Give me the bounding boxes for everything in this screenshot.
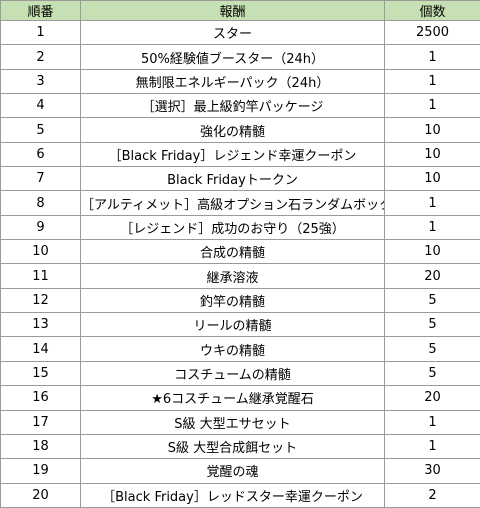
count-cell: 10 xyxy=(384,117,480,143)
table-row: 13 リールの精髄 5 xyxy=(0,312,480,338)
reward-cell: ［Black Friday］レジェンド幸運クーポン xyxy=(80,141,385,168)
reward-cell: ［選択］最上級釣竿パッケージ xyxy=(80,93,385,119)
rank-cell: 15 xyxy=(0,360,81,387)
count-cell: 10 xyxy=(384,166,480,192)
rank-cell: 9 xyxy=(0,214,81,241)
count-cell: 20 xyxy=(384,385,480,411)
reward-cell: ［Black Friday］レッドスター幸運クーポン xyxy=(80,482,385,508)
reward-cell: ［アルティメット］高級オプション石ランダムボックス xyxy=(80,190,385,216)
reward-cell: S級 大型エサセット xyxy=(80,409,385,435)
count-cell: 20 xyxy=(384,263,480,289)
rank-cell: 19 xyxy=(0,458,81,484)
count-cell: 1 xyxy=(384,44,480,70)
count-cell: 1 xyxy=(384,68,480,95)
table-row: 10 合成の精髄 10 xyxy=(0,239,480,265)
rank-cell: 3 xyxy=(0,68,81,95)
rank-cell: 10 xyxy=(0,239,81,265)
reward-cell: ウキの精髄 xyxy=(80,336,385,362)
table-row: 7 Black Fridayトークン 10 xyxy=(0,166,480,192)
rank-cell: 17 xyxy=(0,409,81,435)
rank-cell: 7 xyxy=(0,166,81,192)
count-cell: 10 xyxy=(384,141,480,168)
reward-cell: ★6コスチューム継承覚醒石 xyxy=(80,385,385,411)
count-cell: 5 xyxy=(384,312,480,338)
count-cell: 5 xyxy=(384,336,480,362)
header-cell: 報酬 xyxy=(80,0,385,21)
reward-cell: 合成の精髄 xyxy=(80,239,385,265)
table-row: 4 ［選択］最上級釣竿パッケージ 1 xyxy=(0,93,480,119)
table-row: 2 50%経験値ブースター（24h） 1 xyxy=(0,44,480,70)
table-row: 8 ［アルティメット］高級オプション石ランダムボックス 1 xyxy=(0,190,480,216)
table-row: 15 コスチュームの精髄 5 xyxy=(0,360,480,387)
rank-cell: 5 xyxy=(0,117,81,143)
count-cell: 1 xyxy=(384,93,480,119)
rank-cell: 6 xyxy=(0,141,81,168)
table-row: 16 ★6コスチューム継承覚醒石 20 xyxy=(0,385,480,411)
rank-cell: 2 xyxy=(0,44,81,70)
table-row: 1 スター 2500 xyxy=(0,19,480,46)
reward-cell: 無制限エネルギーパック（24h） xyxy=(80,68,385,95)
table-row: 20 ［Black Friday］レッドスター幸運クーポン 2 xyxy=(0,482,480,508)
rank-cell: 16 xyxy=(0,385,81,411)
table-row: 9 ［レジェンド］成功のお守り（25強） 1 xyxy=(0,214,480,241)
table-row: 5 強化の精髄 10 xyxy=(0,117,480,143)
rank-cell: 18 xyxy=(0,433,81,460)
rank-cell: 4 xyxy=(0,93,81,119)
reward-cell: 50%経験値ブースター（24h） xyxy=(80,44,385,70)
reward-cell: ［レジェンド］成功のお守り（25強） xyxy=(80,214,385,241)
header-cell: 順番 xyxy=(0,0,81,21)
rank-cell: 1 xyxy=(0,19,81,46)
reward-cell: リールの精髄 xyxy=(80,312,385,338)
reward-cell: 継承溶液 xyxy=(80,263,385,289)
reward-cell: 釣竿の精髄 xyxy=(80,287,385,314)
count-cell: 5 xyxy=(384,287,480,314)
table-row: 6 ［Black Friday］レジェンド幸運クーポン 10 xyxy=(0,141,480,168)
count-cell: 1 xyxy=(384,214,480,241)
table-row: 3 無制限エネルギーパック（24h） 1 xyxy=(0,68,480,95)
header-cell: 個数 xyxy=(384,0,480,21)
reward-cell: Black Fridayトークン xyxy=(80,166,385,192)
table-row: 18 S級 大型合成餌セット 1 xyxy=(0,433,480,460)
count-cell: 2500 xyxy=(384,19,480,46)
count-cell: 1 xyxy=(384,409,480,435)
reward-cell: 強化の精髄 xyxy=(80,117,385,143)
count-cell: 1 xyxy=(384,190,480,216)
rank-cell: 8 xyxy=(0,190,81,216)
count-cell: 2 xyxy=(384,482,480,508)
reward-cell: S級 大型合成餌セット xyxy=(80,433,385,460)
count-cell: 10 xyxy=(384,239,480,265)
table-row: 17 S級 大型エサセット 1 xyxy=(0,409,480,435)
table-row: 11 継承溶液 20 xyxy=(0,263,480,289)
reward-cell: コスチュームの精髄 xyxy=(80,360,385,387)
header-row: 順番 報酬 個数 xyxy=(0,0,480,21)
table-row: 19 覚醒の魂 30 xyxy=(0,458,480,484)
reward-cell: スター xyxy=(80,19,385,46)
table-row: 14 ウキの精髄 5 xyxy=(0,336,480,362)
rank-cell: 20 xyxy=(0,482,81,508)
rank-cell: 11 xyxy=(0,263,81,289)
rank-cell: 14 xyxy=(0,336,81,362)
count-cell: 5 xyxy=(384,360,480,387)
count-cell: 1 xyxy=(384,433,480,460)
reward-cell: 覚醒の魂 xyxy=(80,458,385,484)
rank-cell: 12 xyxy=(0,287,81,314)
table-row: 12 釣竿の精髄 5 xyxy=(0,287,480,314)
rank-cell: 13 xyxy=(0,312,81,338)
count-cell: 30 xyxy=(384,458,480,484)
